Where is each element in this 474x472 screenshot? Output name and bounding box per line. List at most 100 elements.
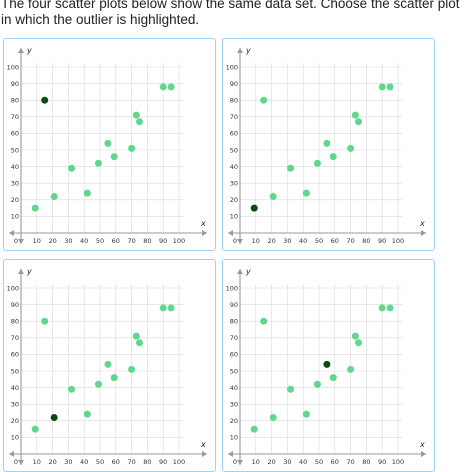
y-tick-label: 40 xyxy=(11,384,19,392)
y-axis-arrow-up xyxy=(18,48,24,53)
origin-label: 0 xyxy=(233,458,237,466)
answer-option-c[interactable]: 10 20 30 40 50 60 70 80 90 100 10 20 30 40 50 60 70 80 90 1… xyxy=(3,259,216,472)
y-tick-label: 60 xyxy=(11,351,19,359)
x-tick-label: 50 xyxy=(315,458,323,466)
x-tick-label: 100 xyxy=(392,237,404,245)
x-axis-arrow-left xyxy=(9,451,14,457)
x-tick-label: 20 xyxy=(267,237,275,245)
data-point xyxy=(128,365,136,373)
data-point xyxy=(323,139,331,147)
x-axis-label: x xyxy=(200,440,206,449)
x-tick-label: 70 xyxy=(127,458,135,466)
data-point xyxy=(104,360,112,368)
scatter-plot-a: 10 20 30 40 50 60 70 80 90 100 10 20 30 40 50 60 70 80 90 1… xyxy=(7,46,207,245)
x-tick-label: 30 xyxy=(283,458,291,466)
data-point xyxy=(136,118,143,126)
data-point xyxy=(250,425,258,433)
x-axis-arrow-left xyxy=(9,230,14,236)
x-tick-label: 30 xyxy=(64,237,72,245)
data-point xyxy=(50,192,58,200)
answer-option-b[interactable]: 10 20 30 40 50 60 70 80 90 100 10 20 30 40 50 60 70 80 90 1… xyxy=(222,38,435,251)
y-tick-label: 60 xyxy=(230,351,238,359)
x-tick-label: 90 xyxy=(378,458,386,466)
x-axis-label: x xyxy=(200,219,206,228)
x-tick-label: 40 xyxy=(299,458,307,466)
data-point xyxy=(110,153,118,161)
y-tick-label: 100 xyxy=(226,284,238,292)
x-axis-arrow-left xyxy=(228,451,233,457)
highlighted-point xyxy=(41,96,49,104)
y-tick-label: 30 xyxy=(230,180,238,188)
y-tick-label: 20 xyxy=(11,196,19,204)
x-tick-label: 20 xyxy=(48,237,56,245)
y-tick-label: 40 xyxy=(230,163,238,171)
data-point xyxy=(83,189,91,197)
y-tick-label: 10 xyxy=(11,213,19,221)
x-tick-label: 60 xyxy=(112,458,120,466)
x-tick-label: 70 xyxy=(346,458,354,466)
data-point xyxy=(31,204,39,212)
data-point xyxy=(355,339,362,347)
data-point xyxy=(386,83,394,91)
data-point xyxy=(260,96,268,104)
data-point xyxy=(287,385,295,393)
origin-label: 0 xyxy=(233,237,237,245)
x-tick-label: 10 xyxy=(33,237,41,245)
y-tick-label: 50 xyxy=(230,367,238,375)
data-point xyxy=(68,385,76,393)
data-point xyxy=(167,83,175,91)
y-tick-label: 10 xyxy=(230,213,238,221)
answer-option-d[interactable]: 10 20 30 40 50 60 70 80 90 100 10 20 30 40 50 60 70 80 90 1… xyxy=(222,259,435,472)
x-tick-label: 80 xyxy=(143,458,151,466)
x-tick-label: 80 xyxy=(143,237,151,245)
origin-label: 0 xyxy=(14,237,18,245)
y-axis-arrow-up xyxy=(237,48,243,53)
data-point xyxy=(104,139,112,147)
y-tick-label: 90 xyxy=(11,301,19,309)
data-point xyxy=(378,83,386,91)
answer-option-a[interactable]: 10 20 30 40 50 60 70 80 90 100 10 20 30 40 50 60 70 80 90 1… xyxy=(3,38,216,251)
x-tick-label: 40 xyxy=(80,458,88,466)
data-point xyxy=(159,304,167,312)
y-tick-label: 70 xyxy=(11,113,19,121)
scatter-plot-d: 10 20 30 40 50 60 70 80 90 100 10 20 30 40 50 60 70 80 90 1… xyxy=(226,267,426,466)
x-tick-label: 60 xyxy=(112,237,120,245)
x-axis-label: x xyxy=(419,219,425,228)
y-tick-label: 50 xyxy=(230,146,238,154)
data-point xyxy=(269,413,277,421)
x-axis-arrow-right xyxy=(202,451,207,457)
x-axis-arrow-right xyxy=(202,230,207,236)
data-point xyxy=(329,374,337,382)
y-tick-label: 30 xyxy=(11,180,19,188)
data-point xyxy=(31,425,39,433)
data-point xyxy=(347,365,355,373)
data-point xyxy=(110,374,118,382)
y-tick-label: 30 xyxy=(11,401,19,409)
y-axis-arrow-up xyxy=(18,269,24,274)
origin-label: 0 xyxy=(14,458,18,466)
data-point xyxy=(313,380,321,388)
x-tick-label: 10 xyxy=(252,237,260,245)
y-tick-label: 100 xyxy=(7,63,19,71)
data-point xyxy=(347,144,355,152)
data-point xyxy=(159,83,167,91)
y-tick-label: 90 xyxy=(11,80,19,88)
y-tick-label: 20 xyxy=(230,196,238,204)
y-axis-arrow-down xyxy=(18,239,24,244)
y-tick-label: 20 xyxy=(230,417,238,425)
highlighted-point xyxy=(250,204,258,212)
scatter-plot-b: 10 20 30 40 50 60 70 80 90 100 10 20 30 40 50 60 70 80 90 1… xyxy=(226,46,426,245)
highlighted-point xyxy=(50,413,58,421)
data-point xyxy=(386,304,394,312)
y-tick-label: 30 xyxy=(230,401,238,409)
x-axis-arrow-left xyxy=(228,230,233,236)
scatter-plot-c: 10 20 30 40 50 60 70 80 90 100 10 20 30 40 50 60 70 80 90 1… xyxy=(7,267,207,466)
data-point xyxy=(68,164,76,172)
grid-lines xyxy=(240,63,402,233)
data-point xyxy=(329,153,337,161)
x-tick-label: 50 xyxy=(96,458,104,466)
y-tick-label: 80 xyxy=(11,318,19,326)
y-tick-label: 50 xyxy=(11,367,19,375)
y-axis-label: y xyxy=(26,46,32,55)
y-tick-label: 70 xyxy=(11,334,19,342)
